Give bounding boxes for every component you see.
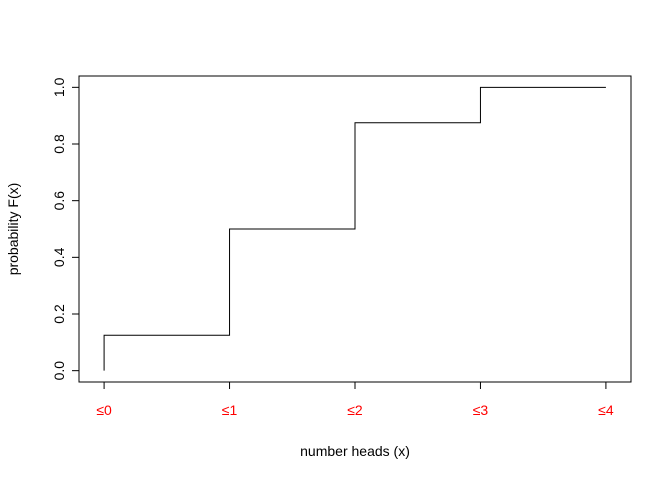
x-axis-title: number heads (x) (300, 443, 410, 459)
y-tick-label: 0.2 (51, 304, 67, 324)
x-axis: ≤0 ≤1 ≤2 ≤3 ≤4 (96, 381, 614, 418)
series-group (103, 86, 606, 371)
x-tick-label: ≤0 (96, 402, 112, 418)
y-tick-label: 0.8 (51, 134, 67, 154)
y-tick-label: 0.0 (51, 361, 67, 381)
x-tick-label: ≤3 (473, 402, 489, 418)
x-tick-label: ≤1 (222, 402, 238, 418)
y-axis: 0.0 0.2 0.4 0.6 0.8 1.0 (51, 77, 80, 381)
x-tick-label: ≤2 (347, 402, 363, 418)
y-tick-label: 0.6 (51, 191, 67, 211)
y-axis-title: probability F(x) (5, 183, 21, 276)
y-tick-label: 0.4 (51, 247, 67, 267)
cdf-step-line (103, 86, 606, 371)
y-tick-label: 1.0 (51, 77, 67, 97)
x-tick-label: ≤4 (598, 402, 614, 418)
